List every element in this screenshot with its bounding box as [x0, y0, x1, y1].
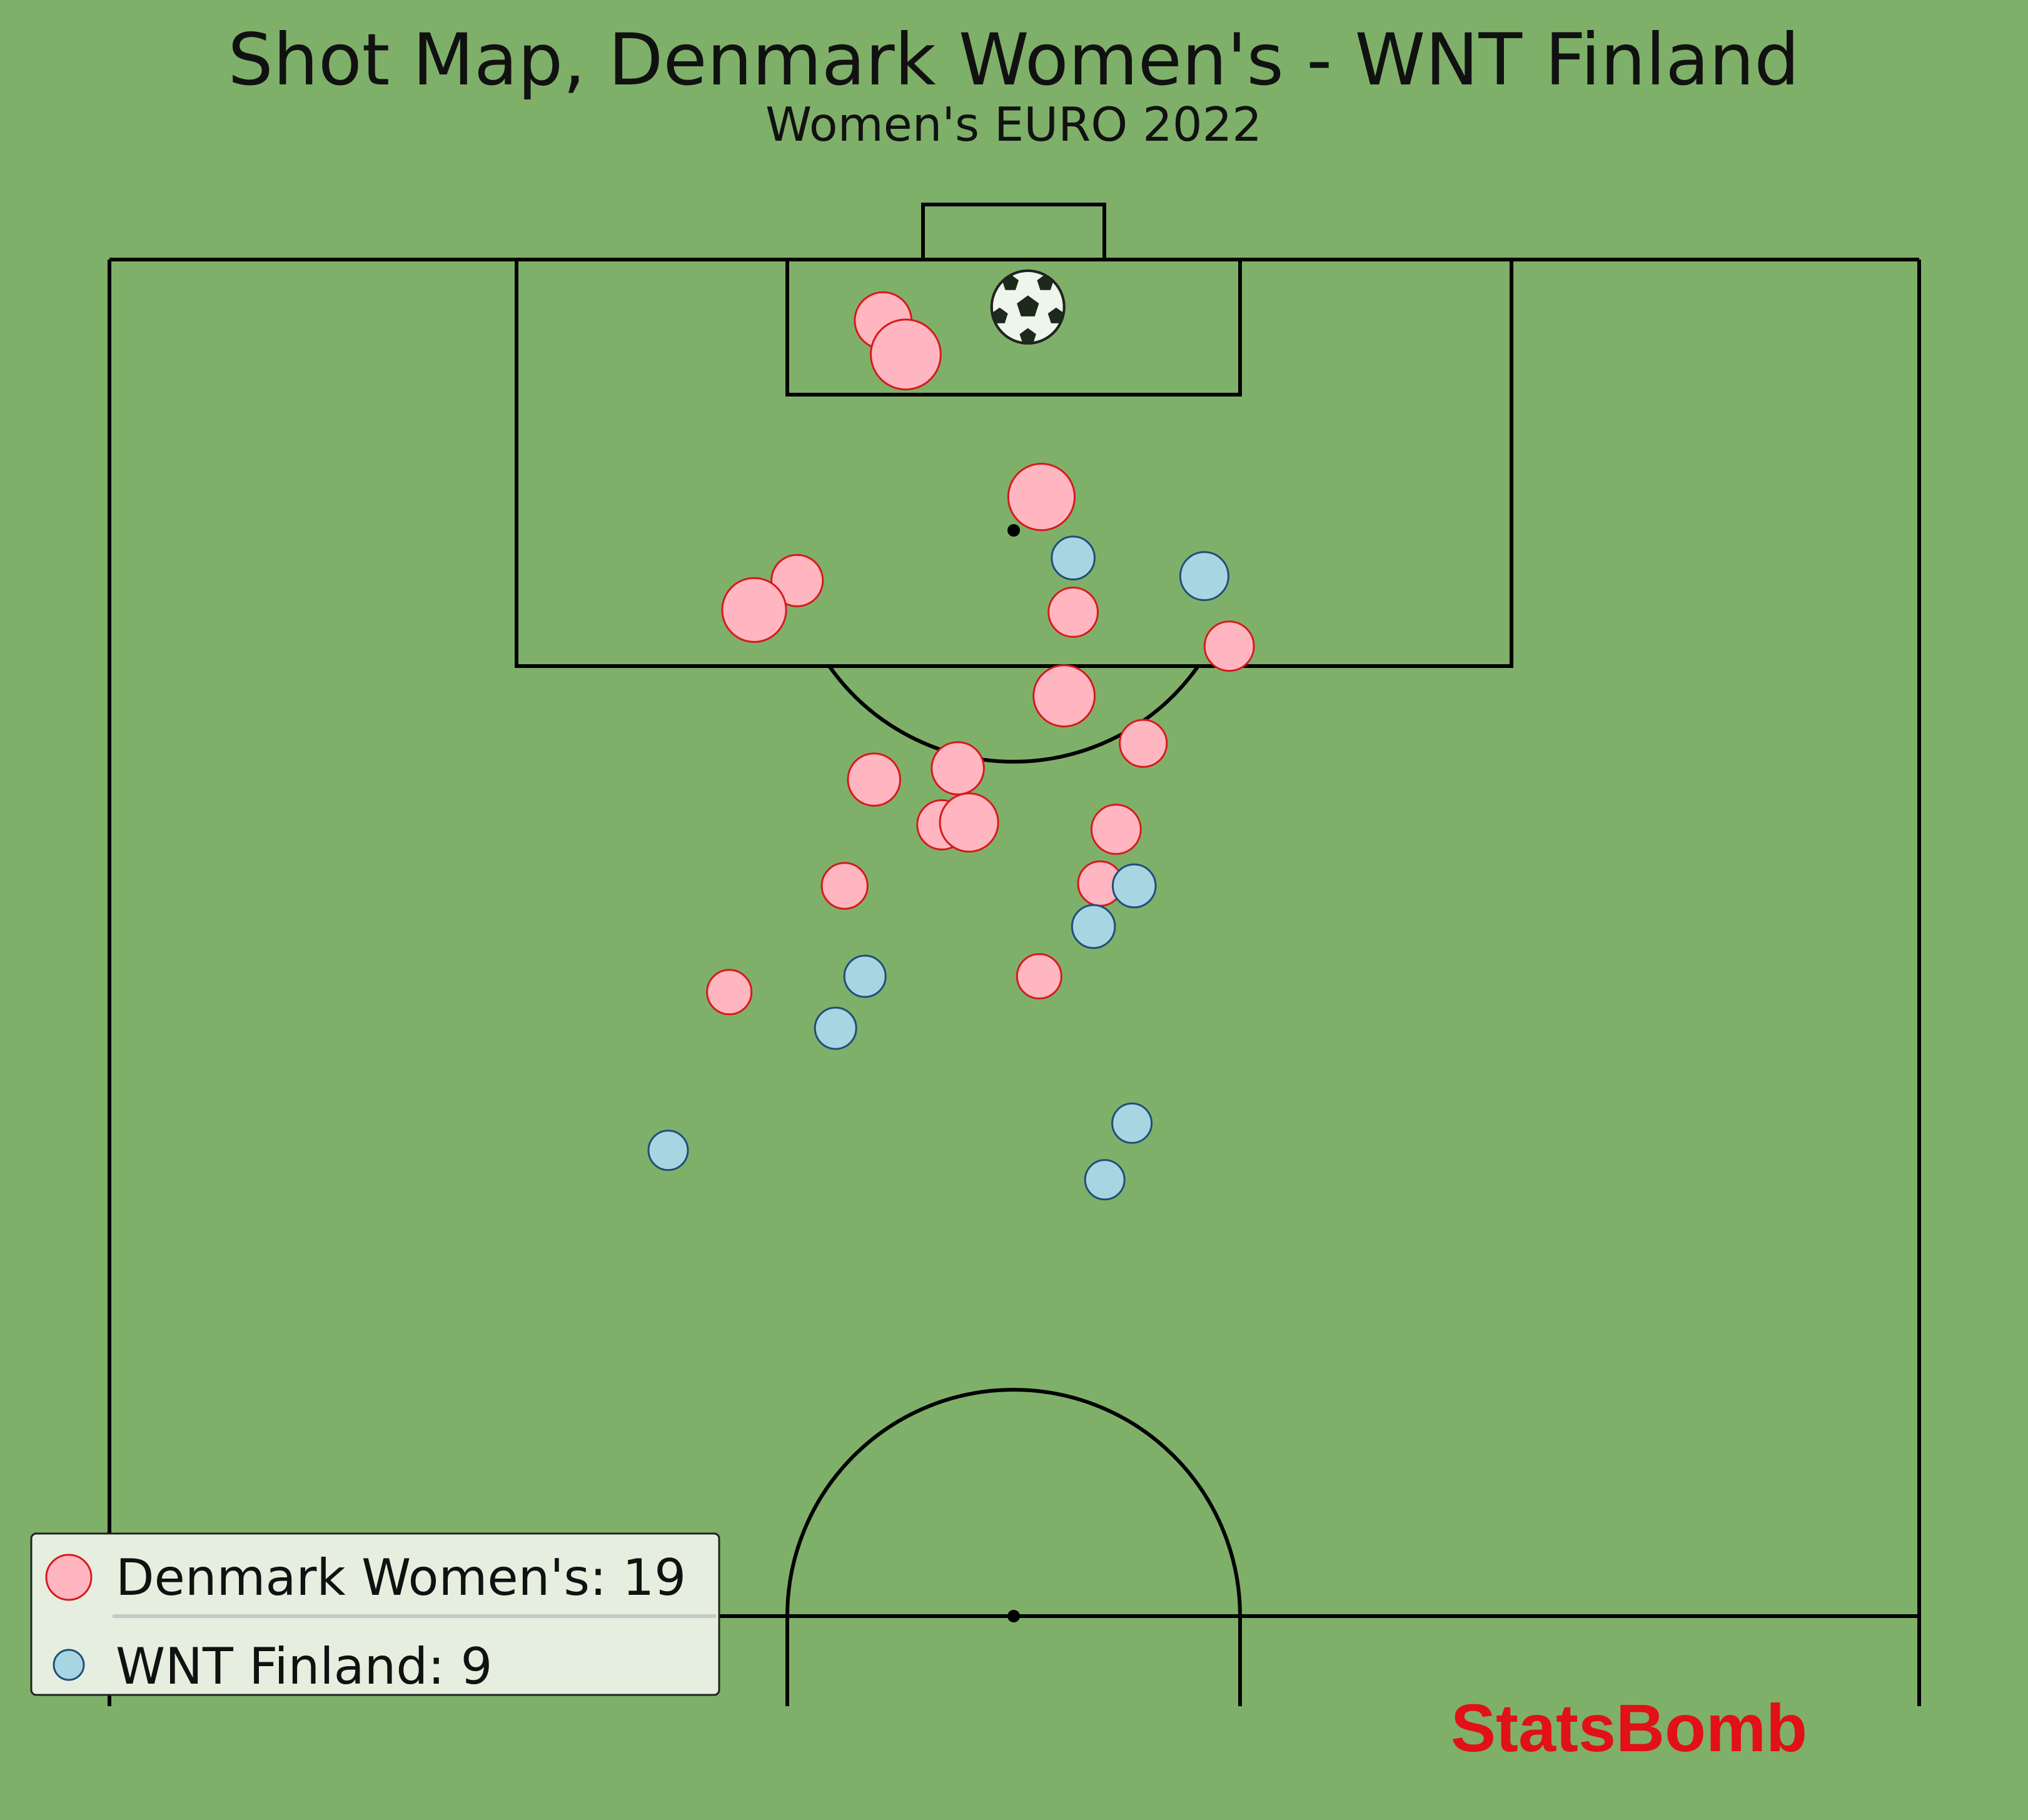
shot-marker-denmark — [870, 318, 942, 391]
shot-marker-denmark — [1047, 587, 1099, 638]
legend-marker-denmark — [45, 1554, 93, 1601]
shot-marker-finland — [1051, 535, 1096, 581]
shot-marker-finland — [814, 1006, 857, 1050]
legend: Denmark Women's: 19 WNT Finland: 9 — [30, 1532, 720, 1696]
shot-marker-denmark — [1203, 620, 1255, 672]
penalty-spot — [1007, 524, 1020, 537]
shot-marker-finland — [1179, 551, 1229, 602]
penalty-arc — [827, 665, 1200, 764]
shot-marker-denmark — [706, 969, 753, 1016]
shot-marker-finland — [647, 1130, 689, 1171]
shot-marker-denmark — [820, 862, 869, 910]
pitch-lines — [108, 203, 1921, 1706]
shot-marker-denmark — [721, 577, 787, 643]
shot-marker-finland — [843, 954, 887, 998]
statsbomb-logo: StatsBomb — [1451, 1690, 1807, 1766]
center-circle — [785, 1388, 1242, 1706]
shot-marker-finland — [1071, 904, 1116, 949]
center-spot — [1007, 1610, 1020, 1622]
six-yard-box — [785, 258, 1242, 397]
chart-subtitle: Women's EURO 2022 — [765, 97, 1262, 152]
goal-ball-denmark — [990, 269, 1066, 345]
legend-label-denmark: Denmark Women's: 19 — [116, 1549, 686, 1607]
chart-title: Shot Map, Denmark Women's - WNT Finland — [228, 18, 1799, 101]
shot-marker-denmark — [1119, 719, 1168, 768]
shot-marker-denmark — [847, 752, 901, 807]
shot-marker-finland — [1084, 1159, 1126, 1201]
shot-marker-finland — [1111, 863, 1157, 909]
legend-marker-finland — [53, 1649, 85, 1681]
shot-marker-denmark — [1007, 463, 1076, 532]
shots-layer — [647, 269, 1255, 1201]
shot-marker-finland — [1111, 1102, 1153, 1144]
shot-marker-denmark — [931, 741, 985, 796]
shot-marker-denmark — [939, 792, 999, 853]
shot-marker-denmark — [1032, 664, 1096, 728]
shot-marker-denmark — [1090, 804, 1142, 855]
goal-frame — [921, 203, 1106, 260]
shot-marker-denmark — [770, 554, 824, 607]
shot-marker-denmark — [1016, 953, 1062, 999]
legend-label-finland: WNT Finland: 9 — [116, 1637, 492, 1696]
